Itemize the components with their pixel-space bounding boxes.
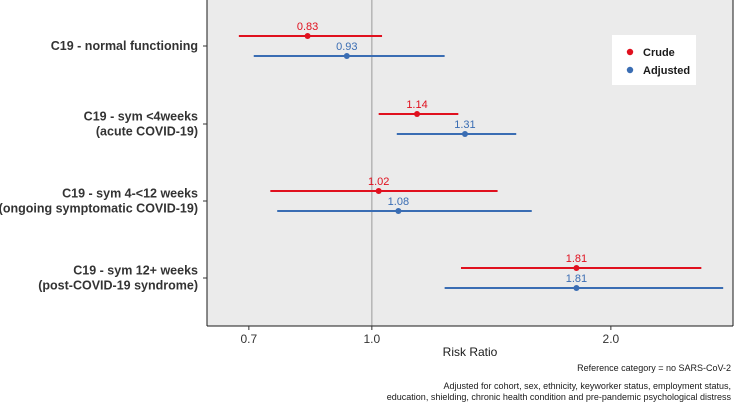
crude-data-label: 1.81 [566, 253, 587, 265]
category-label-line: C19 - sym <4weeks [84, 110, 198, 124]
note-adjustment-line2: education, shielding, chronic health con… [387, 392, 732, 402]
adjusted-estimate-point [573, 285, 580, 291]
legend-swatch-crude [626, 48, 634, 56]
chart-marks: 0.83 1.14 1.02 1.81 0.93 1.31 1.08 1.81 [238, 21, 724, 291]
category-label-line: C19 - sym 4-<12 weeks [62, 187, 198, 201]
crude-estimate-point [375, 188, 382, 194]
category-label-line: C19 - sym 12+ weeks [73, 264, 198, 278]
crude-estimate-point [304, 33, 311, 39]
x-tick-label: 1.0 [364, 332, 381, 346]
category-label-line: (post-COVID-19 syndrome) [38, 279, 198, 293]
legend-box [612, 35, 696, 85]
y-axis-ticks [203, 45, 207, 279]
adjusted-estimate-point [395, 208, 402, 214]
category-label-line: (acute COVID-19) [96, 125, 198, 139]
category-label: C19 - sym 12+ weeks (post-COVID-19 syndro… [38, 264, 198, 293]
x-tick-label: 2.0 [603, 332, 620, 346]
crude-data-label: 1.02 [368, 176, 389, 188]
category-labels: C19 - normal functioning C19 - sym <4week… [0, 39, 198, 293]
adjusted-estimate-point [343, 53, 350, 59]
adjusted-data-label: 0.93 [336, 41, 357, 53]
note-adjustment-line1: Adjusted for cohort, sex, ethnicity, key… [444, 381, 731, 391]
legend-label-crude: Crude [643, 47, 675, 59]
category-label: C19 - sym <4weeks (acute COVID-19) [84, 110, 198, 139]
category-label: C19 - sym 4-<12 weeks (ongoing symptomati… [0, 187, 198, 216]
crude-estimate-point [573, 265, 580, 271]
legend-label-adjusted: Adjusted [643, 65, 690, 77]
legend-swatch-adjusted [626, 66, 634, 74]
x-tick-label: 0.7 [241, 332, 258, 346]
category-label-line: C19 - normal functioning [51, 39, 198, 53]
adjusted-data-label: 1.08 [388, 196, 409, 208]
legend: Crude Adjusted [612, 35, 696, 85]
adjusted-data-label: 1.81 [566, 273, 587, 285]
crude-data-label: 1.14 [406, 99, 427, 111]
x-axis-ticks: 0.7 1.0 2.0 [241, 326, 620, 346]
adjusted-estimate-point [461, 131, 468, 137]
x-axis-title: Risk Ratio [443, 345, 498, 359]
category-label: C19 - normal functioning [51, 39, 198, 53]
category-label-line: (ongoing symptomatic COVID-19) [0, 202, 198, 216]
adjusted-data-label: 1.31 [454, 119, 475, 131]
crude-estimate-point [414, 111, 421, 117]
crude-data-label: 0.83 [297, 21, 318, 33]
note-reference-category: Reference category = no SARS-CoV-2 [577, 363, 731, 373]
